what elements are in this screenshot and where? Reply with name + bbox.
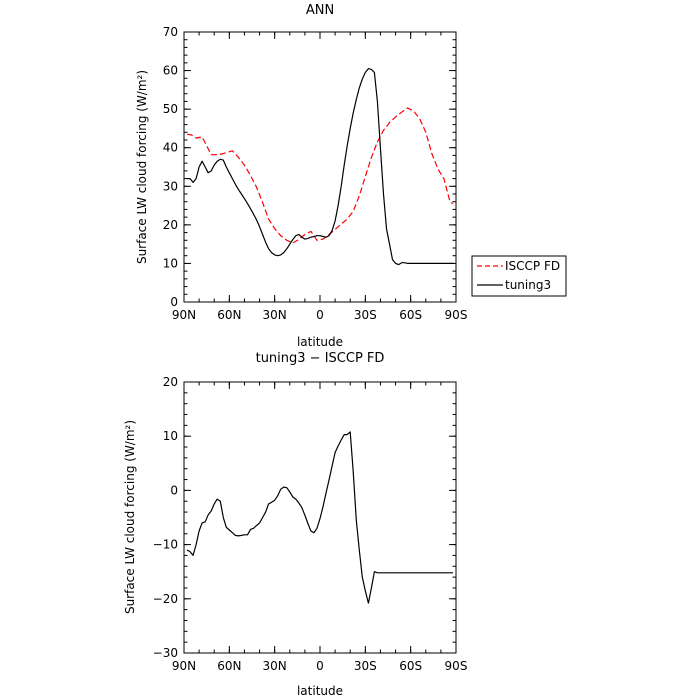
x-tick-label: 90N (172, 659, 196, 673)
y-tick-label: 50 (163, 102, 178, 116)
series-line-difference (186, 431, 453, 604)
bottom-x-axis: 90N 60N 30N 0 30S 60S 90S (172, 382, 468, 673)
x-tick-label: 30N (263, 308, 287, 322)
top-series-group (186, 67, 454, 266)
x-tick-label: 0 (316, 308, 324, 322)
top-x-axis-label: latitude (297, 335, 343, 349)
y-tick-label: 20 (163, 375, 178, 389)
x-tick-label: 60S (399, 308, 422, 322)
bottom-chart: tuning3 − ISCCP FD −30 −20 −10 0 10 20 90N 60N… (123, 351, 467, 698)
x-tick-label: 60N (217, 308, 241, 322)
y-tick-label: 10 (163, 429, 178, 443)
bottom-y-axis-label: Surface LW cloud forcing (W/m²) (123, 420, 137, 614)
x-tick-label: 30S (354, 659, 377, 673)
legend-label-isccp: ISCCP FD (505, 259, 560, 273)
top-chart-title: ANN (306, 3, 334, 18)
legend: ISCCP FD tuning3 (471, 255, 567, 297)
y-tick-label: −30 (153, 646, 178, 660)
bottom-chart-title: tuning3 − ISCCP FD (256, 351, 385, 366)
legend-label-tuning3: tuning3 (505, 278, 551, 292)
x-tick-label: 90N (172, 308, 196, 322)
top-y-axis-label: Surface LW cloud forcing (W/m²) (135, 70, 149, 264)
x-tick-label: 90S (445, 308, 468, 322)
x-tick-label: 60S (399, 659, 422, 673)
y-tick-label: 60 (163, 64, 178, 78)
top-x-axis: 90N 60N 30N 0 30S 60S 90S (172, 32, 468, 322)
y-tick-label: 0 (170, 295, 178, 309)
y-tick-label: −20 (153, 592, 178, 606)
x-tick-label: 30N (263, 659, 287, 673)
legend-box (471, 255, 567, 297)
x-tick-label: 90S (445, 659, 468, 673)
top-y-axis: 0 10 20 30 40 50 60 70 (163, 25, 456, 309)
bottom-y-axis: −30 −20 −10 0 10 20 (153, 375, 456, 660)
y-tick-label: 20 (163, 218, 178, 232)
series-line-isccp-fd (186, 107, 454, 244)
series-line-tuning3 (187, 67, 453, 266)
y-tick-label: −10 (153, 538, 178, 552)
y-tick-label: 0 (170, 483, 178, 497)
bottom-series-group (186, 431, 453, 604)
y-tick-label: 40 (163, 141, 178, 155)
y-tick-label: 30 (163, 179, 178, 193)
y-tick-label: 70 (163, 25, 178, 39)
top-plot-frame (183, 31, 457, 303)
x-tick-label: 0 (316, 659, 324, 673)
x-tick-label: 60N (217, 659, 241, 673)
x-tick-label: 30S (354, 308, 377, 322)
y-tick-label: 10 (163, 256, 178, 270)
bottom-x-axis-label: latitude (297, 684, 343, 698)
